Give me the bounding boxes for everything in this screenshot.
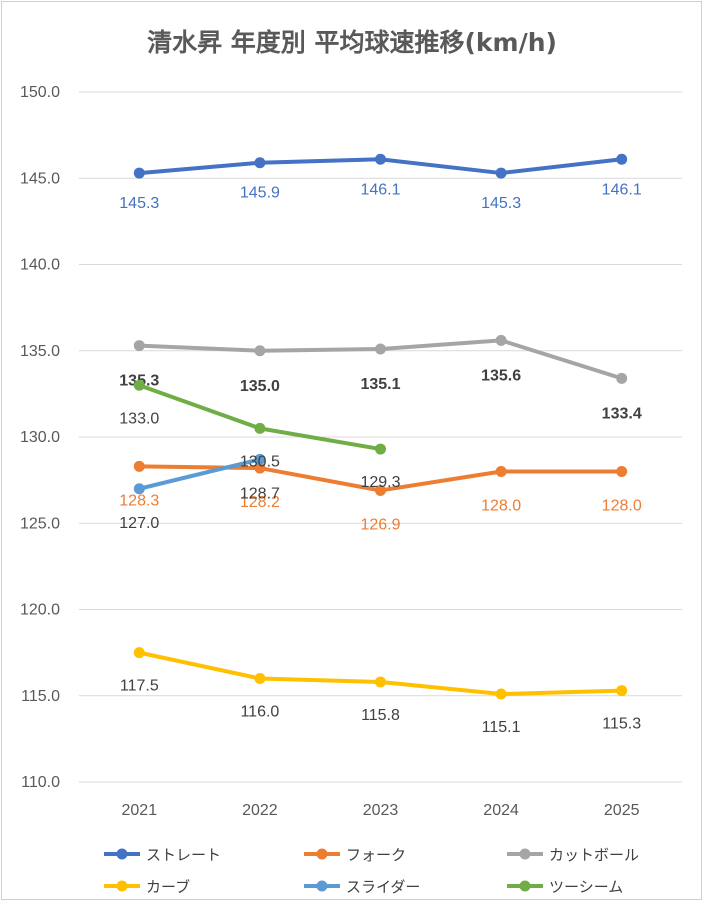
legend-marker	[116, 880, 128, 892]
data-label: 117.5	[120, 678, 159, 695]
data-point	[254, 453, 266, 465]
y-tick-label: 135.0	[20, 343, 60, 360]
data-label: 146.1	[602, 181, 642, 198]
data-point	[133, 340, 145, 352]
data-label: 129.3	[360, 474, 400, 491]
series-4: 117.5 116.0 115.8 115.1 115.3	[120, 647, 641, 736]
data-label: 116.0	[240, 704, 279, 721]
y-tick-label: 125.0	[20, 515, 60, 532]
y-tick-label: 130.0	[20, 429, 60, 446]
data-point	[495, 688, 507, 700]
data-label: 145.3	[119, 195, 159, 212]
data-point	[254, 673, 266, 684]
legend-label: ストレート	[146, 846, 221, 864]
data-point	[133, 379, 145, 391]
legend-item: ストレート	[104, 846, 221, 864]
data-label: 128.0	[602, 498, 642, 515]
data-label: 126.9	[360, 516, 400, 533]
data-point	[133, 460, 145, 472]
x-tick-label: 2023	[363, 802, 399, 819]
legend-marker	[519, 880, 531, 892]
series-2: 128.3 128.2 126.9 128.0 128.0	[119, 460, 642, 533]
legend-label: フォーク	[346, 846, 406, 864]
legend-label: カーブ	[146, 878, 190, 896]
x-tick-label: 2024	[483, 802, 519, 819]
data-point	[375, 443, 386, 455]
legend-item: カットボール	[507, 846, 639, 864]
data-label: 133.0	[119, 410, 159, 427]
data-point	[495, 167, 507, 179]
data-label: 145.3	[481, 195, 521, 212]
data-label: 135.0	[240, 378, 280, 395]
data-label: 115.1	[482, 719, 521, 736]
series-1: 145.3 145.9 146.1 145.3 146.1	[119, 153, 642, 212]
data-point	[375, 484, 386, 496]
series-line	[137, 457, 262, 491]
data-label: 127.0	[119, 515, 159, 532]
legend-marker	[116, 848, 128, 860]
data-label: 128.7	[240, 485, 280, 502]
series-line	[137, 650, 624, 697]
y-tick-label: 115.0	[21, 688, 60, 705]
data-point	[133, 167, 145, 179]
series-6: 133.0 130.5 129.3	[119, 379, 401, 491]
series-line	[137, 383, 383, 452]
legend-item: スライダー	[304, 878, 420, 896]
chart-title: 清水昇 年度別 平均球速推移(km/h)	[147, 28, 557, 57]
y-tick-label: 145.0	[20, 170, 60, 187]
legend-label: ツーシーム	[549, 878, 623, 896]
data-point	[133, 483, 145, 495]
data-label: 115.8	[361, 707, 400, 724]
x-tick-label: 2022	[242, 802, 278, 819]
data-point	[254, 462, 266, 474]
legend-item: カーブ	[104, 878, 190, 896]
legend-marker	[316, 880, 328, 892]
data-point	[495, 466, 507, 477]
data-label: 135.6	[481, 367, 521, 384]
data-label: 135.1	[360, 376, 400, 393]
plot-area: 145.3 145.9 146.1 145.3 146.1 128.3 128.2 126.9…	[119, 153, 642, 736]
series-5: 127.0 128.7	[119, 453, 280, 532]
y-axis: 110.0 115.0 120.0 125.0 130.0 135.0 140.0 145.0…	[20, 84, 60, 791]
y-tick-label: 110.0	[21, 774, 60, 791]
x-axis: 2021 2022 2023 2024 2025	[122, 802, 640, 819]
data-label: 133.4	[602, 405, 642, 422]
data-point	[375, 153, 386, 165]
data-point	[616, 153, 628, 165]
data-point	[616, 372, 628, 384]
legend-item: フォーク	[304, 846, 406, 864]
data-point	[254, 345, 266, 357]
data-point	[616, 466, 628, 477]
data-point	[254, 157, 266, 169]
data-label: 146.1	[360, 181, 400, 198]
legend-label: スライダー	[346, 878, 420, 896]
data-label: 128.2	[240, 494, 280, 511]
x-tick-label: 2025	[604, 802, 640, 819]
data-label: 128.3	[119, 492, 159, 509]
legend-label: カットボール	[549, 846, 639, 864]
y-tick-label: 150.0	[20, 84, 60, 101]
data-label: 130.5	[240, 453, 280, 470]
data-label: 145.9	[240, 185, 280, 202]
data-point	[133, 647, 145, 659]
data-point	[375, 676, 386, 688]
data-label: 128.0	[481, 498, 521, 515]
data-point	[495, 334, 507, 346]
x-tick-label: 2021	[122, 802, 158, 819]
data-point	[254, 422, 266, 434]
y-tick-label: 140.0	[20, 257, 60, 274]
legend-marker	[519, 848, 531, 860]
data-point	[616, 685, 628, 697]
data-point	[375, 343, 386, 355]
data-label: 115.3	[602, 716, 641, 733]
y-tick-label: 120.0	[20, 602, 60, 619]
legend-item: ツーシーム	[507, 878, 623, 896]
legend-marker	[316, 848, 328, 860]
